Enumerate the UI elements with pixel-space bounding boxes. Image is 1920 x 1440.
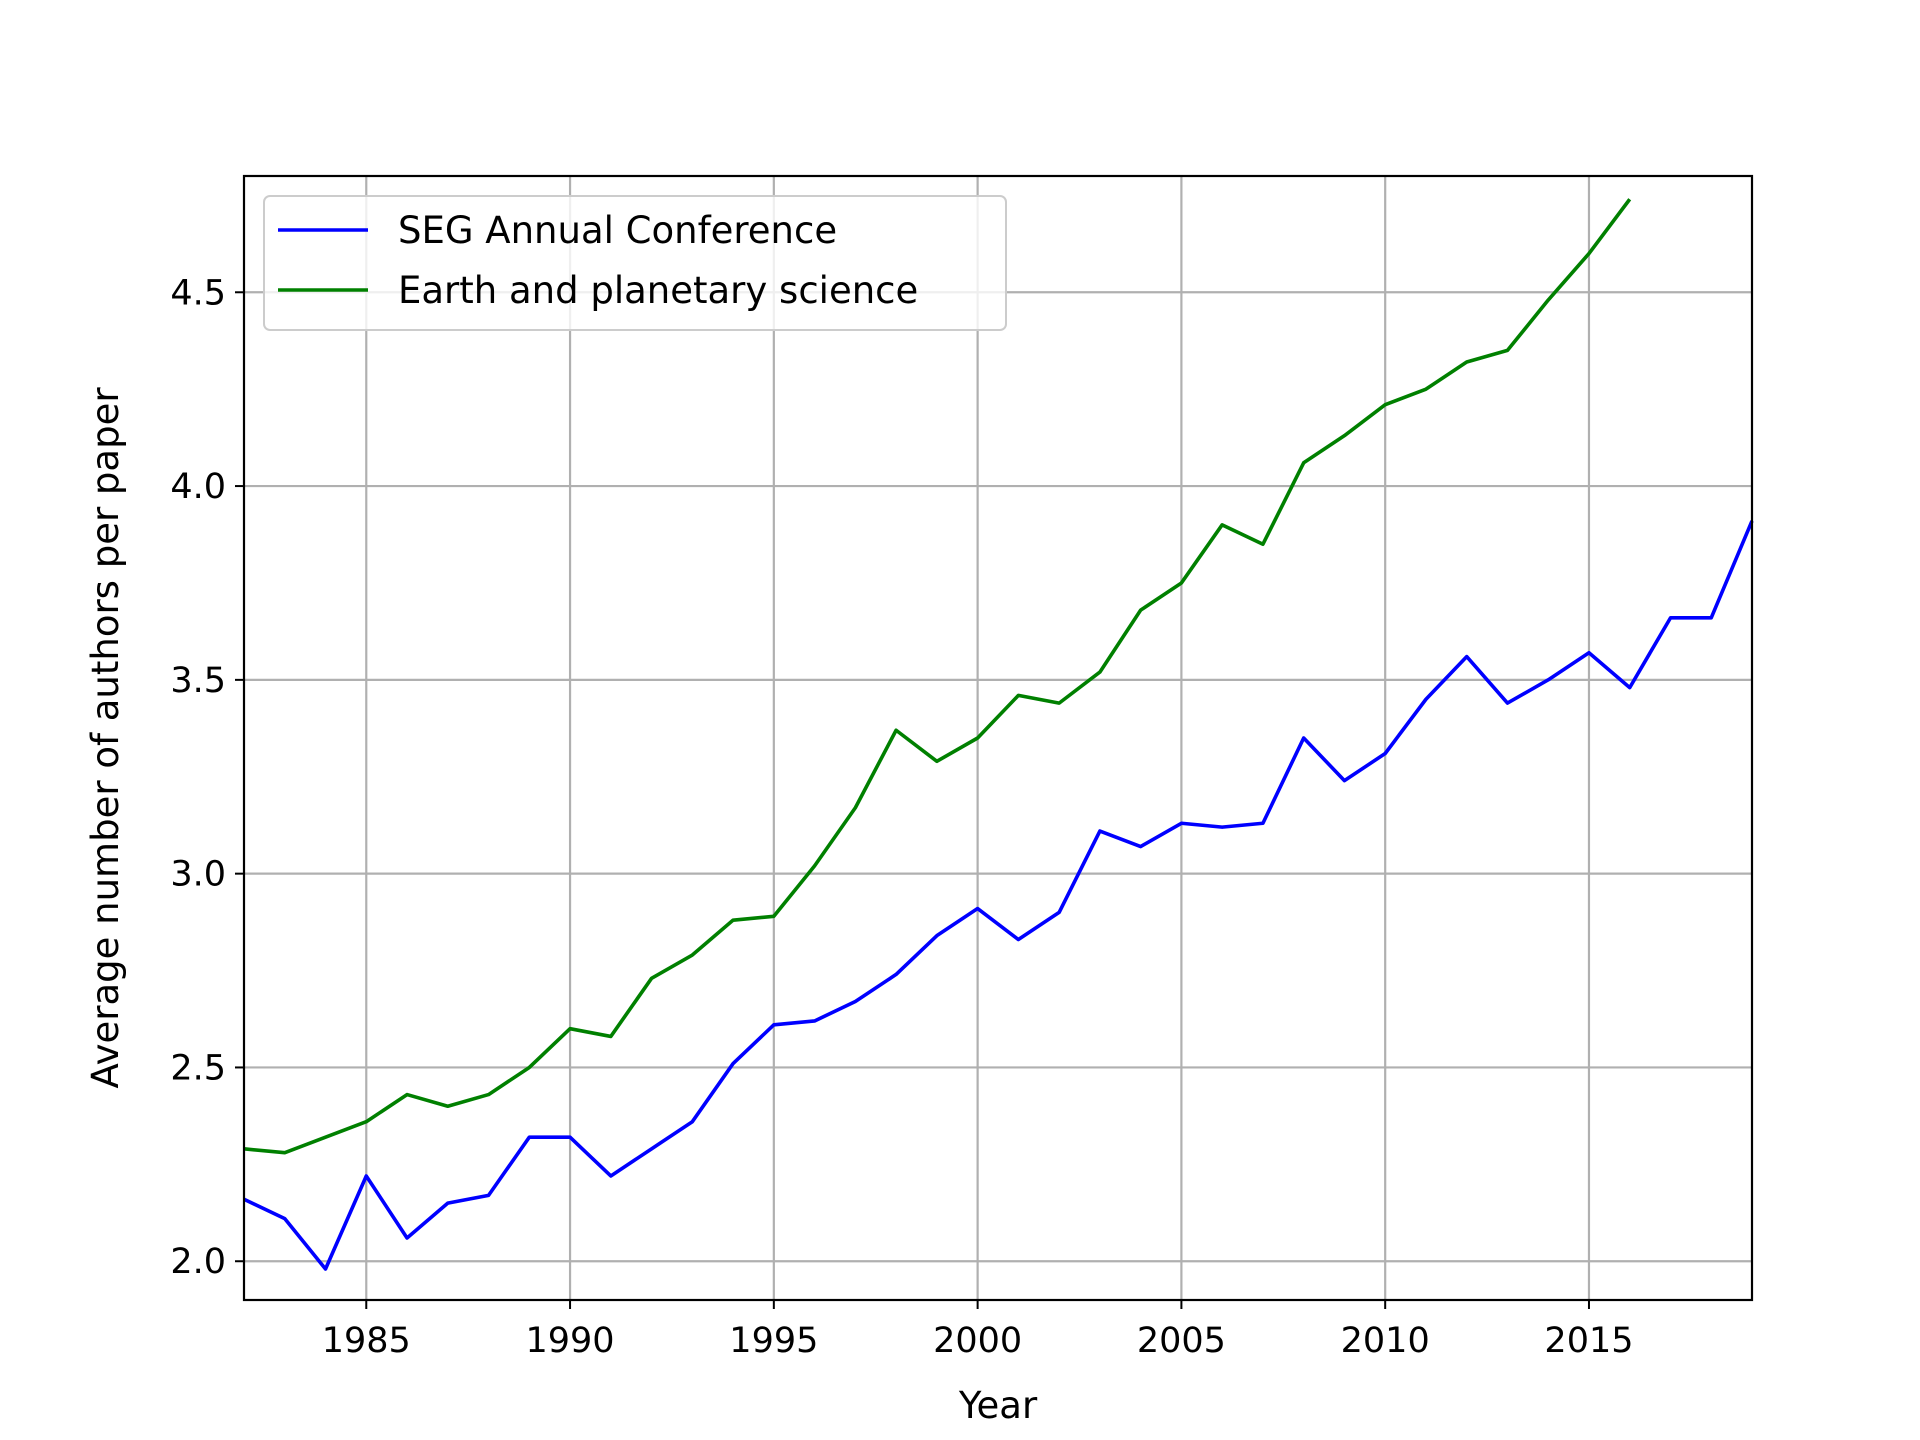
axis-ticks: 1985 1990 1995 2000 2005 2010 2015 2.0 2.5 3.0 3.5…: [170, 273, 1633, 1361]
y-tick-label: 4.0: [170, 467, 226, 507]
y-tick-label: 4.5: [170, 273, 226, 313]
x-tick-label: 2015: [1544, 1321, 1633, 1361]
series-line-earth-and-planetary-science: [243, 198, 1632, 1155]
x-tick-label: 2010: [1341, 1321, 1430, 1361]
y-tick-label: 2.0: [170, 1242, 226, 1282]
y-axis-label: Average number of authors per paper: [84, 387, 127, 1089]
x-tick-label: 2000: [933, 1321, 1022, 1361]
y-tick-label: 2.5: [170, 1048, 226, 1088]
y-tick-label: 3.0: [170, 855, 226, 895]
series-lines: [243, 198, 1754, 1271]
x-tick-label: 1990: [526, 1321, 615, 1361]
series-line-seg-annual-conference: [243, 520, 1754, 1271]
x-tick-label: 2005: [1137, 1321, 1226, 1361]
y-tick-label: 3.5: [170, 661, 226, 701]
legend-label: Earth and planetary science: [398, 269, 918, 312]
legend-label: SEG Annual Conference: [398, 209, 837, 252]
legend-box: [263, 195, 1007, 331]
legend: SEG Annual Conference Earth and planetary…: [263, 195, 1007, 331]
plot-area-frame: [242, 174, 1754, 1302]
grid: [244, 176, 1752, 1300]
x-tick-label: 1995: [729, 1321, 818, 1361]
x-axis-label: Year: [958, 1384, 1038, 1427]
x-tick-label: 1985: [322, 1321, 411, 1361]
